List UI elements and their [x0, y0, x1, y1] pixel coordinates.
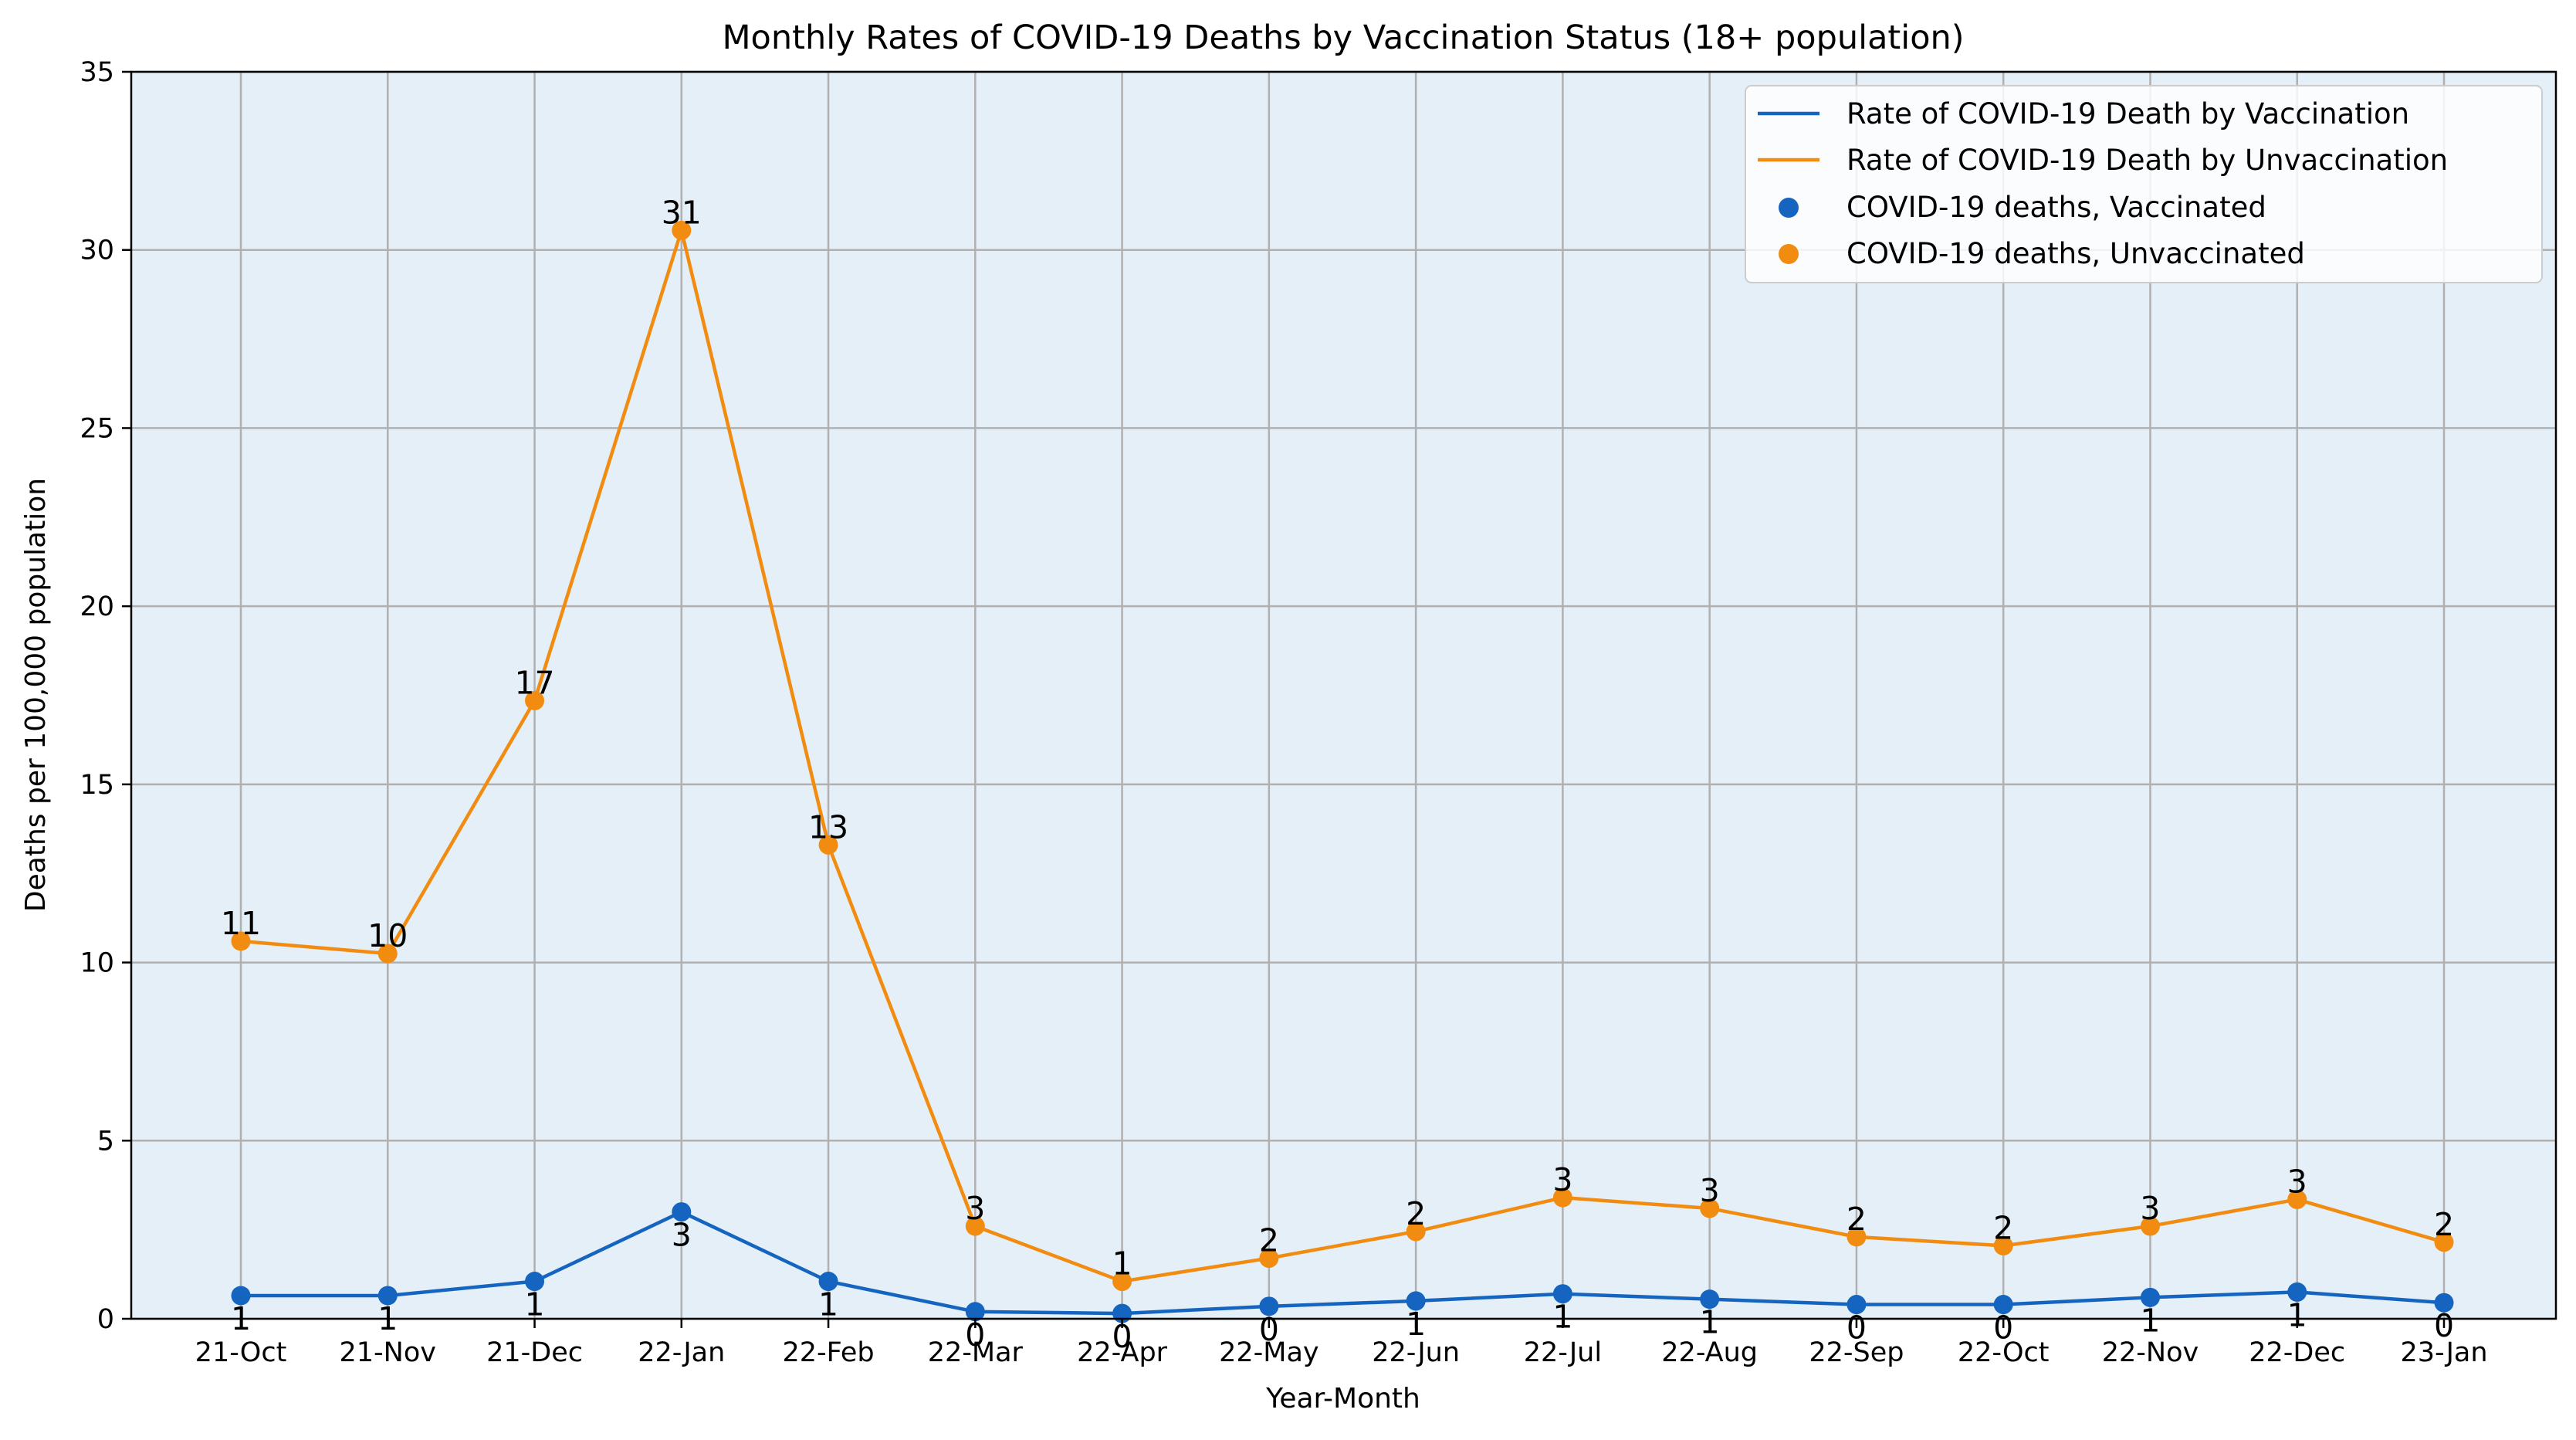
data-point-unvaccinated	[2434, 1232, 2454, 1252]
data-label-unvaccinated: 11	[221, 905, 261, 942]
y-tick-label: 15	[80, 770, 114, 801]
x-tick-label: 22-Mar	[928, 1337, 1024, 1368]
data-point-unvaccinated	[1259, 1249, 1279, 1269]
y-tick-label: 20	[80, 591, 114, 622]
y-tick-label: 25	[80, 413, 114, 444]
data-point-unvaccinated	[1700, 1198, 1720, 1218]
series-points	[231, 220, 2454, 1323]
x-tick-label: 22-Jul	[1524, 1337, 1602, 1368]
legend-swatch-unvaccinated-dots	[1779, 244, 1799, 264]
x-tick-label: 22-Aug	[1661, 1337, 1758, 1368]
chart-title: Monthly Rates of COVID-19 Deaths by Vacc…	[722, 19, 1964, 57]
data-label-vaccinated: 1	[524, 1286, 544, 1323]
data-point-unvaccinated	[1847, 1227, 1867, 1247]
data-point-unvaccinated	[2287, 1189, 2307, 1209]
legend-label-unvaccinated-line: Rate of COVID-19 Death by Unvaccination	[1847, 144, 2448, 177]
x-tick-label: 22-Jun	[1372, 1337, 1460, 1368]
data-label-unvaccinated: 10	[367, 917, 408, 954]
data-label-vaccinated: 1	[2287, 1296, 2307, 1333]
data-point-vaccinated	[1993, 1295, 2013, 1315]
data-point-unvaccinated	[2140, 1216, 2160, 1236]
x-tick-label: 22-May	[1219, 1337, 1319, 1368]
x-tick-label: 23-Jan	[2400, 1337, 2487, 1368]
y-tick-label: 5	[97, 1126, 114, 1157]
x-tick-label: 22-Oct	[1958, 1337, 2050, 1368]
data-point-vaccinated	[1406, 1291, 1426, 1311]
y-tick-label: 30	[80, 235, 114, 266]
data-point-vaccinated	[2287, 1282, 2307, 1302]
data-point-unvaccinated	[965, 1216, 985, 1236]
data-label-vaccinated: 0	[1259, 1311, 1279, 1348]
x-tick-label: 22-Nov	[2102, 1337, 2199, 1368]
series-line-unvaccinated	[240, 229, 2445, 1283]
data-label-unvaccinated: 3	[2287, 1163, 2307, 1200]
x-tick-label: 22-Sep	[1809, 1337, 1904, 1368]
legend-label-vaccinated-dots: COVID-19 deaths, Vaccinated	[1847, 191, 2266, 224]
x-axis-title: Year-Month	[1265, 1383, 1420, 1415]
data-label-unvaccinated: 31	[662, 194, 702, 231]
plot-frame	[130, 70, 2557, 1320]
y-tick-label: 10	[80, 948, 114, 979]
y-axis: 0 5 10 15 20 25 30 35	[80, 57, 131, 1335]
data-label-vaccinated: 1	[1552, 1299, 1572, 1336]
data-label-unvaccinated: 3	[1552, 1161, 1572, 1198]
legend: Rate of COVID-19 Death by Vaccination Ra…	[1745, 85, 2543, 283]
data-point-vaccinated	[1552, 1284, 1572, 1304]
data-label-unvaccinated: 17	[514, 664, 554, 701]
legend-swatch-vaccinated-dots	[1779, 198, 1799, 218]
data-point-vaccinated	[525, 1272, 545, 1292]
x-axis: 21-Oct 21-Nov 21-Dec 22-Jan 22-Feb 22-Mar 22-A…	[195, 1319, 2488, 1368]
data-point-unvaccinated	[1552, 1188, 1572, 1208]
data-label-vaccinated: 3	[672, 1217, 692, 1254]
data-point-vaccinated	[1847, 1295, 1867, 1315]
x-tick-label: 22-Apr	[1077, 1337, 1168, 1368]
data-point-vaccinated	[818, 1272, 838, 1292]
legend-label-unvaccinated-dots: COVID-19 deaths, Unvaccinated	[1847, 237, 2305, 270]
data-label-unvaccinated: 13	[808, 808, 848, 845]
series-line-vaccinated	[241, 1210, 2445, 1316]
x-tick-label: 21-Nov	[340, 1337, 436, 1368]
data-point-unvaccinated	[231, 931, 251, 951]
legend-box	[1745, 85, 2543, 283]
data-point-vaccinated	[1700, 1289, 1720, 1310]
data-label-unvaccinated: 2	[2434, 1206, 2454, 1243]
data-point-unvaccinated	[377, 944, 398, 964]
data-point-unvaccinated	[525, 690, 545, 710]
data-point-vaccinated	[2140, 1287, 2160, 1307]
x-tick-label: 21-Oct	[195, 1337, 287, 1368]
data-label-unvaccinated: 1	[1112, 1245, 1132, 1282]
data-point-unvaccinated	[1112, 1272, 1132, 1292]
data-label-unvaccinated: 2	[1993, 1209, 2013, 1246]
grid	[131, 70, 2556, 1320]
data-point-vaccinated	[2434, 1293, 2454, 1313]
data-label-unvaccinated: 3	[2140, 1190, 2160, 1227]
data-label-unvaccinated: 2	[1406, 1195, 1426, 1232]
x-tick-label: 22-Jan	[638, 1337, 725, 1368]
y-tick-label: 35	[80, 57, 114, 88]
y-axis-title: Deaths per 100,000 population	[20, 478, 52, 912]
data-point-vaccinated	[1259, 1296, 1279, 1316]
x-tick-label: 22-Feb	[782, 1337, 874, 1368]
data-label-vaccinated: 1	[818, 1286, 838, 1323]
data-point-unvaccinated	[1993, 1235, 2013, 1255]
data-point-vaccinated	[377, 1286, 398, 1306]
data-label-unvaccinated: 3	[965, 1190, 985, 1227]
data-point-unvaccinated	[818, 835, 838, 855]
data-label-unvaccinated: 2	[1847, 1201, 1867, 1238]
data-point-vaccinated	[672, 1202, 692, 1222]
y-tick-label: 0	[97, 1304, 114, 1335]
x-tick-label: 21-Dec	[486, 1337, 583, 1368]
data-point-unvaccinated	[1406, 1221, 1426, 1242]
legend-label-vaccinated-line: Rate of COVID-19 Death by Vaccination	[1847, 97, 2409, 130]
data-point-vaccinated	[231, 1286, 251, 1306]
data-label-unvaccinated: 2	[1259, 1222, 1279, 1259]
data-point-vaccinated	[965, 1302, 985, 1322]
data-label-unvaccinated: 3	[1700, 1172, 1720, 1209]
data-point-unvaccinated	[672, 220, 692, 240]
series-lines	[240, 229, 2445, 1316]
x-tick-label: 22-Dec	[2249, 1337, 2345, 1368]
